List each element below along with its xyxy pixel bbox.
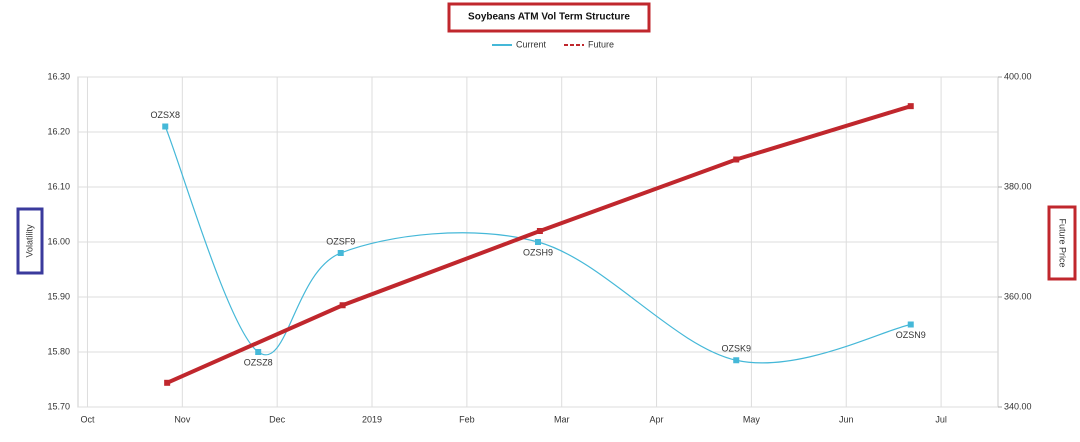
- data-point: [535, 239, 541, 245]
- data-point: [536, 228, 543, 234]
- x-tick-label: Mar: [554, 414, 570, 424]
- y-tick-label: 16.10: [47, 181, 70, 191]
- data-point: [733, 156, 740, 163]
- point-label: OZSN9: [896, 330, 926, 340]
- x-tick-label: May: [743, 414, 761, 424]
- title-box: [447, 2, 651, 33]
- x-tick-label: Dec: [269, 414, 286, 424]
- y-tick-label: 16.30: [47, 71, 70, 81]
- y-tick-label: 15.90: [47, 291, 70, 301]
- x-tick-label: 2019: [362, 414, 382, 424]
- y-tick-label: 16.20: [47, 126, 70, 136]
- data-point: [339, 302, 346, 309]
- point-label: OZSH9: [523, 247, 553, 257]
- chart-title: Soybeans ATM Vol Term Structure: [468, 12, 630, 23]
- y2-tick-label: 400.00: [1004, 71, 1032, 81]
- x-tick-label: Jun: [839, 414, 854, 424]
- y-tick-label: 15.80: [47, 346, 70, 356]
- data-point: [733, 357, 740, 364]
- y2-axis-label: Future Price: [1058, 218, 1068, 267]
- current-line: [164, 126, 911, 364]
- y2-tick-label: 340.00: [1004, 401, 1032, 411]
- point-label: OZSF9: [326, 236, 355, 246]
- point-label: OZSX8: [150, 110, 180, 120]
- data-point: [162, 123, 169, 130]
- x-tick-label: Nov: [174, 414, 191, 424]
- y-tick-label: 15.70: [47, 401, 70, 411]
- legend-label: Current: [516, 39, 547, 49]
- y-label-box: [16, 207, 44, 275]
- y2-tick-label: 380.00: [1004, 181, 1032, 191]
- x-tick-label: Apr: [650, 414, 664, 424]
- y-tick-label: 16.00: [47, 236, 70, 246]
- data-point: [164, 379, 171, 386]
- legend-label: Future: [588, 39, 614, 49]
- data-point: [255, 349, 262, 355]
- point-label: OZSZ8: [244, 357, 273, 367]
- x-tick-label: Jul: [935, 414, 947, 424]
- data-point: [907, 321, 914, 328]
- y-axis-label: Volatility: [24, 224, 34, 258]
- point-label: OZSK9: [721, 344, 751, 354]
- x-tick-label: Feb: [459, 414, 475, 424]
- y2-tick-label: 360.00: [1004, 291, 1032, 301]
- x-tick-label: Oct: [80, 414, 95, 424]
- y2-label-box: [1047, 205, 1077, 281]
- data-point: [337, 250, 344, 256]
- data-point: [907, 103, 914, 110]
